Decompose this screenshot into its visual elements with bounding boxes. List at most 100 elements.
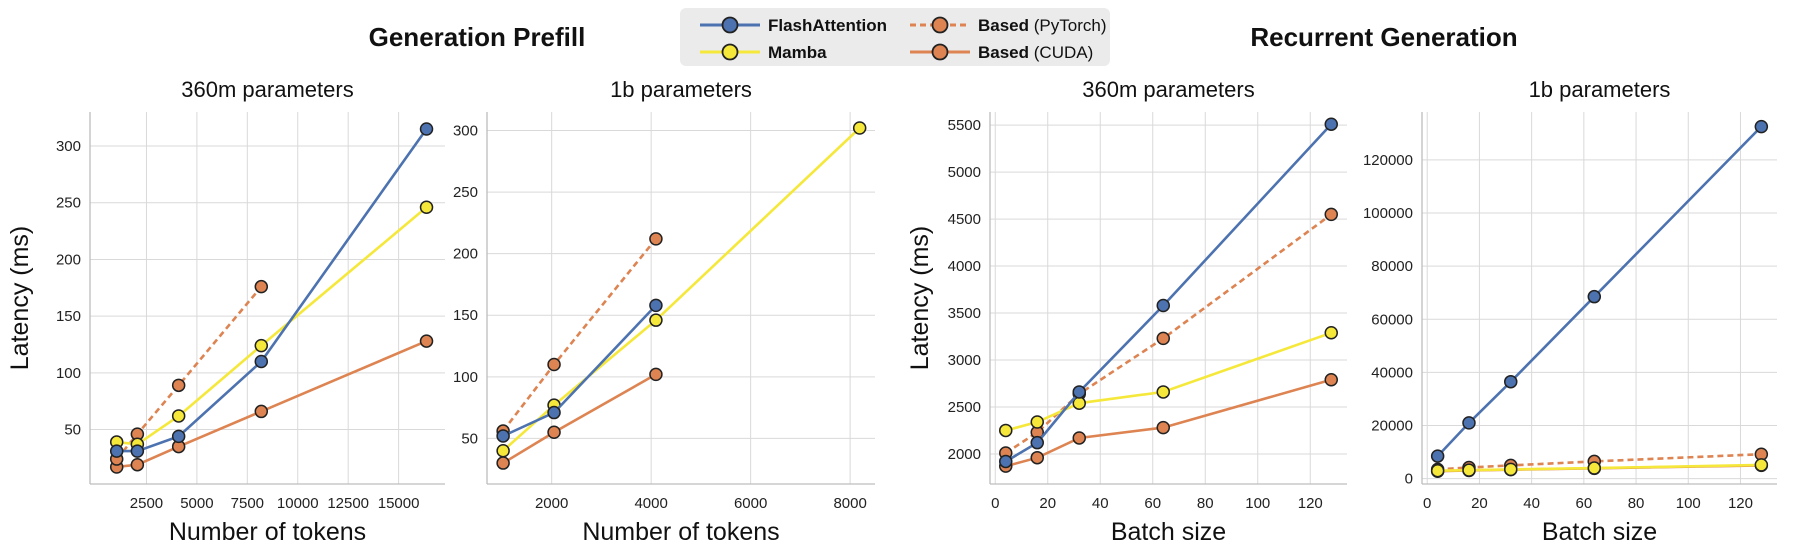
data-point-flash [1030,435,1044,450]
data-point-mamba [649,313,663,327]
data-point-mamba [852,121,867,135]
y-tick-label: 100000 [1363,205,1413,222]
x-tick-label: 100 [1245,495,1270,512]
y-tick-label: 250 [453,184,478,201]
y-tick-label: 120000 [1363,152,1413,169]
x-tick-label: 2500 [130,495,163,512]
data-point-flash [1754,119,1769,134]
data-point-based_cuda [1072,431,1086,445]
y-tick-label: 3000 [948,352,981,369]
x-tick-label: 0 [991,495,999,512]
legend-suffix-based_pt: (PyTorch) [1029,16,1106,35]
data-point-based_cuda [649,367,663,382]
x-tick-label: 12500 [327,495,369,512]
data-point-based_cuda [419,334,434,348]
y-tick-label: 300 [453,122,478,139]
legend-name-based_cuda: Based [978,43,1029,62]
panels: 2500 5000 7500 10000 12500 150005010015020025… [6,77,1777,546]
x-tick-label: 60 [1144,495,1161,512]
x-tick-label: 20 [1471,495,1488,512]
data-point-based_cuda [130,457,145,472]
x-axis-label: Batch size [1111,518,1226,546]
x-axis-label: Number of tokens [582,518,779,546]
legend-label-based_cuda: Based (CUDA) [978,43,1093,62]
series-line-flash [1005,123,1333,463]
data-point-mamba [496,443,510,458]
data-point-flash [649,298,663,313]
data-point-flash [1324,117,1338,131]
x-tick-label: 0 [1423,495,1431,512]
panel-title: 1b parameters [610,77,752,102]
series-line-based_pt [1005,213,1333,455]
x-tick-label: 6000 [734,495,767,512]
legend-name-mamba: Mamba [768,43,827,62]
legend-name-based_pt: Based [978,16,1029,35]
data-point-flash [1587,289,1602,304]
data-point-based_cuda [1030,450,1044,465]
data-point-flash [130,444,145,458]
legend-suffix-based_cuda: (CUDA) [1029,43,1093,62]
legend-name-flash: FlashAttention [768,16,887,35]
y-tick-label: 4500 [948,211,981,228]
data-point-flash [1504,374,1518,389]
group-title-prefill: Generation Prefill [369,22,586,52]
data-point-based_pt [171,378,186,393]
panel-1: 2500 5000 7500 10000 12500 15000 50 100 150 200 25… [6,77,445,546]
y-tick-label: 0 [1405,471,1413,488]
y-tick-label: 150 [453,307,478,324]
y-tick-label: 200 [453,246,478,263]
data-point-flash [254,354,269,369]
data-point-mamba [1587,461,1602,475]
data-point-flash [999,454,1013,469]
data-point-flash [1156,298,1170,313]
y-tick-label: 100 [453,369,478,386]
y-tick-label: 150 [56,308,81,325]
x-tick-label: 8000 [833,495,866,512]
x-tick-label: 60 [1575,495,1592,512]
y-axis-label: Latency (ms) [906,226,934,370]
panel-title: 360m parameters [1082,77,1254,102]
data-point-based_cuda [254,404,269,419]
y-axis-label: Latency (ms) [6,226,34,370]
y-tick-label: 5500 [948,117,981,134]
y-tick-label: 5000 [948,164,981,181]
y-tick-label: 40000 [1371,364,1413,381]
data-point-mamba [254,338,269,353]
data-point-mamba [419,200,434,215]
group-title-recurrent: Recurrent Generation [1250,22,1517,52]
legend-marker-mamba [721,43,739,61]
legend-box [680,8,1110,66]
legend-label-flash: FlashAttention [768,16,887,35]
x-axis-label: Number of tokens [169,518,366,546]
x-tick-label: 2000 [535,495,568,512]
panel-2: 2000 4000 6000 8000 50 100 150 200 250 300 1b para… [453,77,875,546]
x-tick-label: 7500 [231,495,264,512]
y-tick-label: 3500 [948,305,981,322]
data-point-flash [1072,385,1086,399]
legend-marker-based_pt [931,16,949,34]
series-line-mamba [502,127,861,452]
x-tick-label: 15000 [378,495,420,512]
data-point-mamba [1030,415,1044,429]
y-tick-label: 250 [56,195,81,212]
y-tick-label: 80000 [1371,258,1413,275]
x-tick-label: 40 [1092,495,1109,512]
x-tick-label: 40 [1523,495,1540,512]
series-line-based_pt [502,238,657,432]
y-tick-label: 50 [64,422,81,439]
series-line-flash [1436,125,1763,457]
y-tick-label: 50 [461,430,478,447]
data-point-based_pt [1156,331,1170,346]
x-tick-label: 20 [1039,495,1056,512]
data-point-mamba [1324,326,1338,340]
data-point-mamba [171,409,186,423]
legend-marker-flash [721,16,739,34]
x-tick-label: 80 [1197,495,1214,512]
x-tick-label: 120 [1728,495,1753,512]
data-point-flash [171,429,186,444]
data-point-mamba [1462,463,1476,477]
x-axis-label: Batch size [1542,518,1657,546]
data-point-flash [419,122,434,136]
data-point-based_pt [254,279,269,294]
